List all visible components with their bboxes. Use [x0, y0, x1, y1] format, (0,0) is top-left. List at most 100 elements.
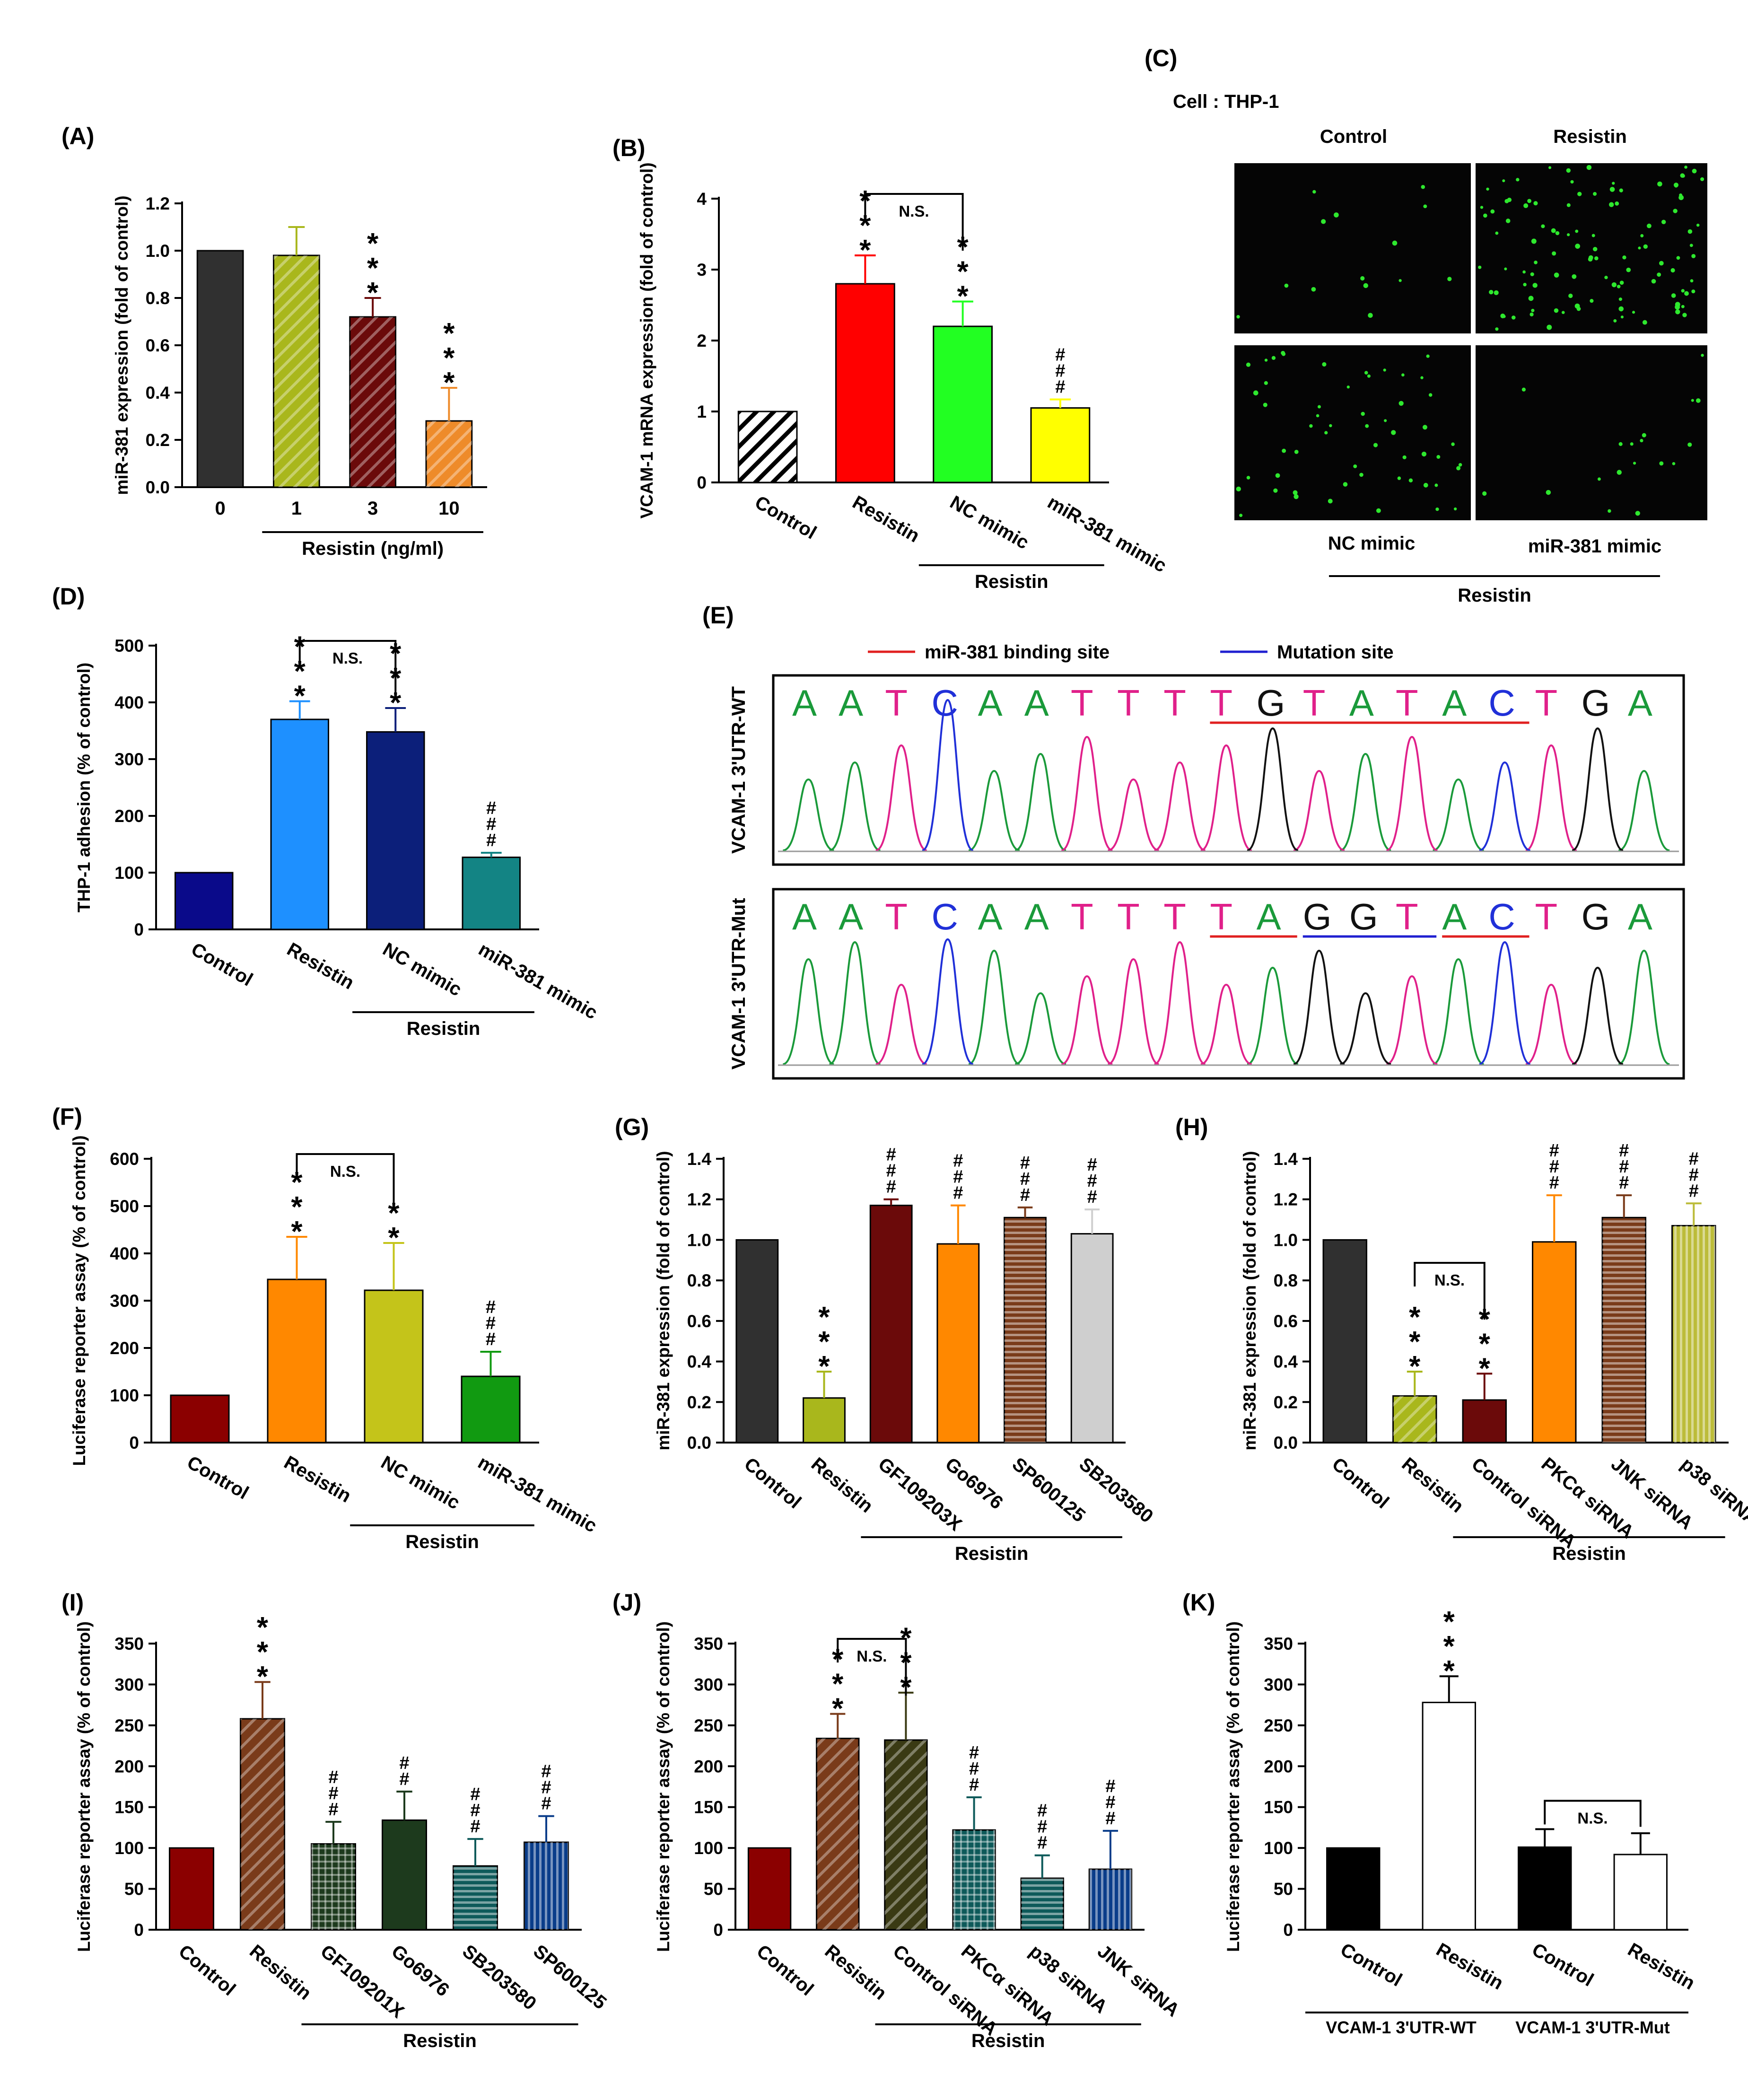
cell-dot — [1284, 283, 1289, 288]
panel-label: (K) — [1182, 1589, 1215, 1616]
y-tick-label: 0.4 — [146, 383, 170, 402]
cell-dot — [1500, 313, 1505, 318]
cell-dot — [1659, 261, 1664, 266]
cell-dot — [1246, 476, 1250, 480]
significance-marker: * — [443, 317, 455, 350]
x-tick-label: 0 — [215, 498, 226, 519]
panel-label: (D) — [52, 583, 85, 610]
cell-dot — [1534, 261, 1538, 264]
bar-control — [169, 1847, 214, 1931]
panel-label: (A) — [61, 123, 94, 149]
y-tick-label: 50 — [1274, 1880, 1293, 1899]
cell-dot — [1423, 482, 1428, 488]
cell-dot — [1561, 311, 1565, 314]
significance-marker: # — [1105, 1793, 1115, 1812]
cell-dot — [1523, 203, 1529, 208]
cell-dot — [1570, 180, 1574, 184]
significance-marker: # — [470, 1817, 480, 1837]
y-axis-label: Luciferase reporter assay (% of control) — [654, 1621, 673, 1952]
base-letter: T — [1117, 896, 1140, 937]
cell-dot — [1317, 405, 1321, 409]
significance-marker: * — [367, 252, 379, 285]
cell-dot — [1402, 455, 1407, 460]
significance-marker: * — [443, 367, 455, 399]
y-tick-label: 0.4 — [1274, 1352, 1298, 1372]
significance-marker: * — [1443, 1655, 1455, 1688]
trace-g — [1293, 949, 1624, 1065]
bar-texture — [884, 1740, 927, 1930]
micrograph-label-mir381-mimic: miR-381 mimic — [1528, 536, 1661, 557]
bar-control-sirna — [1462, 1399, 1507, 1444]
base-letter: T — [885, 896, 908, 937]
cell-dot — [1617, 470, 1622, 475]
significance-marker: # — [1619, 1141, 1629, 1161]
y-tick-label: 300 — [114, 1675, 144, 1694]
cell-dot — [1679, 193, 1683, 197]
y-tick-label: 0.6 — [1274, 1312, 1298, 1331]
bar-control — [1322, 1239, 1367, 1444]
base-letter: T — [1071, 682, 1093, 724]
cell-dot — [1376, 508, 1381, 513]
cell-dot — [1566, 168, 1571, 173]
y-tick-label: 0 — [134, 920, 144, 939]
y-tick-label: 250 — [114, 1716, 144, 1735]
cell-dot — [1554, 272, 1559, 278]
cell-dot — [1367, 374, 1371, 378]
y-tick-label: 1.0 — [1274, 1230, 1298, 1250]
significance-marker: # — [1020, 1169, 1030, 1189]
y-tick-label: 1.0 — [687, 1230, 711, 1250]
significance-marker: # — [953, 1167, 963, 1187]
cell-dot — [1682, 313, 1687, 317]
cell-dot — [1311, 287, 1316, 292]
bar-texture — [816, 1738, 859, 1930]
cell-dot — [1592, 246, 1598, 252]
bar-resistin — [803, 1397, 846, 1444]
x-tick-label: Control — [752, 1941, 817, 2000]
cell-dot — [1435, 507, 1439, 511]
bar-texture — [524, 1842, 568, 1930]
track-label-mut: VCAM-1 3'UTR-Mut — [728, 898, 749, 1070]
x-tick-label: Resistin — [283, 939, 358, 994]
significance-marker: * — [1443, 1606, 1455, 1638]
y-tick-label: 0 — [134, 1920, 144, 1940]
cell-dot — [1692, 168, 1697, 174]
cell-dot — [1609, 187, 1615, 192]
cell-dot — [1548, 166, 1552, 169]
y-tick-label: 200 — [1264, 1757, 1293, 1776]
cell-dot — [1495, 327, 1499, 331]
significance-marker: * — [291, 1216, 303, 1248]
cell-dot — [1670, 268, 1675, 273]
cell-dot — [1401, 373, 1405, 377]
significance-marker: # — [541, 1794, 551, 1814]
bar-resistin — [1422, 1701, 1476, 1931]
cell-dot — [1309, 424, 1313, 428]
panel-c-label: (C) — [1145, 45, 1177, 71]
cell-dot — [1608, 202, 1614, 207]
cell-dot — [1696, 223, 1700, 227]
panel-e-label: (E) — [702, 602, 734, 629]
y-tick-label: 1.0 — [146, 241, 170, 261]
cell-dot — [1478, 265, 1482, 269]
cell-dot — [1294, 494, 1299, 499]
bar-texture — [453, 1866, 498, 1930]
significance-marker: # — [486, 798, 496, 818]
bar-texture — [1004, 1217, 1046, 1443]
y-tick-label: 100 — [114, 1838, 144, 1858]
panel-j: (J) 0 50 100 150 200 250 300 350 Luciferase repor… — [612, 1589, 1183, 2051]
significance-marker: # — [470, 1785, 480, 1804]
micrograph-resistin — [1476, 163, 1707, 333]
cell-dot — [1613, 319, 1617, 323]
cell-dot — [1447, 277, 1452, 281]
cell-dot — [1422, 425, 1427, 430]
cell-dot — [1421, 451, 1427, 457]
base-letter: A — [839, 682, 863, 724]
cell-dot — [1489, 289, 1494, 295]
cell-dot — [1588, 257, 1593, 262]
bar-mir-381-mimic — [462, 857, 521, 930]
x-tick-label: 10 — [438, 498, 460, 519]
y-tick-label: 300 — [694, 1675, 723, 1694]
cell-dot — [1672, 462, 1676, 465]
y-tick-label: 200 — [694, 1757, 723, 1776]
cell-dot — [1511, 315, 1516, 320]
cell-dot — [1684, 291, 1689, 296]
